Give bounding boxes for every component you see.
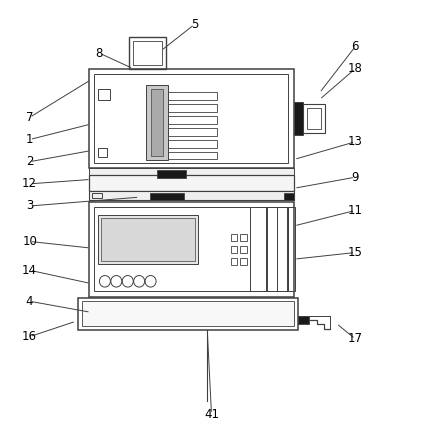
Text: 15: 15 [348, 246, 363, 259]
Bar [240, 234, 247, 241]
Bar [94, 74, 288, 163]
Bar [294, 102, 303, 135]
Bar [150, 193, 184, 200]
Bar [231, 234, 237, 241]
Bar [277, 207, 287, 291]
Bar [89, 191, 294, 200]
Text: 9: 9 [352, 171, 359, 184]
Bar [92, 193, 102, 198]
Text: 18: 18 [348, 62, 363, 75]
Text: 5: 5 [191, 18, 198, 31]
Bar [151, 89, 163, 156]
Text: 12: 12 [22, 177, 37, 190]
Bar [82, 301, 294, 326]
Text: 14: 14 [22, 264, 37, 277]
Bar [94, 207, 288, 291]
Text: 41: 41 [204, 408, 219, 421]
Text: 17: 17 [348, 332, 363, 346]
Bar [98, 215, 198, 264]
Bar [89, 168, 294, 175]
Bar [240, 246, 247, 253]
Bar [250, 207, 266, 291]
Text: 4: 4 [26, 295, 33, 308]
Bar [303, 104, 325, 133]
Bar [284, 193, 294, 200]
Bar [89, 202, 294, 297]
Bar [231, 246, 237, 253]
Bar [146, 85, 168, 160]
Bar [98, 89, 110, 100]
Text: 2: 2 [26, 155, 33, 168]
Text: 11: 11 [348, 204, 363, 217]
Bar [267, 207, 277, 291]
Text: 16: 16 [22, 330, 37, 343]
Text: 3: 3 [26, 199, 33, 213]
Bar [168, 128, 217, 136]
Bar [231, 258, 237, 265]
Text: 6: 6 [352, 40, 359, 53]
Bar [89, 175, 294, 191]
Bar [157, 170, 186, 178]
Text: 10: 10 [22, 235, 37, 248]
Bar [168, 104, 217, 112]
Bar [298, 316, 309, 324]
Bar [240, 258, 247, 265]
Bar [133, 41, 162, 65]
Bar [98, 148, 107, 157]
Bar [168, 152, 217, 159]
Bar [288, 207, 295, 291]
Bar [78, 298, 298, 330]
Text: 1: 1 [26, 133, 33, 146]
Bar [307, 108, 321, 129]
Bar [168, 92, 217, 100]
Bar [89, 69, 294, 168]
Bar [168, 140, 217, 148]
Bar [101, 218, 195, 261]
Bar [129, 37, 166, 69]
Text: 13: 13 [348, 135, 363, 148]
Text: 7: 7 [26, 111, 33, 124]
Bar [168, 116, 217, 124]
Text: 8: 8 [96, 47, 103, 60]
